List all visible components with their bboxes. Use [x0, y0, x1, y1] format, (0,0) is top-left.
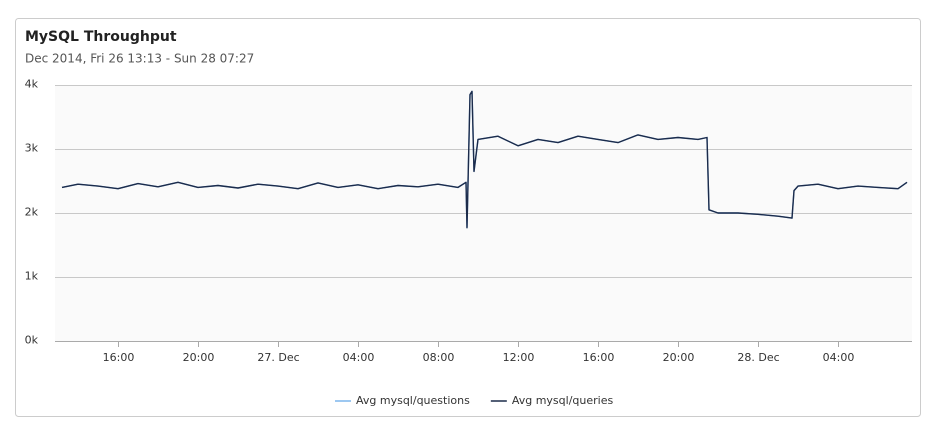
x-tick-label: 04:00 — [823, 351, 855, 364]
x-tick-label: 08:00 — [423, 351, 455, 364]
x-tick-label: 28. Dec — [737, 351, 779, 364]
series-line — [61, 90, 908, 229]
y-tick-label: 2k — [25, 206, 39, 219]
chart-title: MySQL Throughput — [25, 29, 177, 45]
x-tick-label: 04:00 — [343, 351, 375, 364]
legend-label: Avg mysql/queries — [512, 394, 614, 407]
legend-label: Avg mysql/questions — [356, 394, 470, 407]
x-tick-label: 12:00 — [503, 351, 535, 364]
x-tick-label: 16:00 — [583, 351, 615, 364]
y-tick-label: 1k — [25, 270, 39, 283]
y-tick-label: 4k — [25, 78, 39, 91]
x-tick-label: 16:00 — [103, 351, 135, 364]
y-tick-label: 0k — [25, 334, 39, 347]
x-tick-label: 20:00 — [183, 351, 215, 364]
x-tick-label: 27. Dec — [257, 351, 299, 364]
x-tick-label: 20:00 — [663, 351, 695, 364]
chart-subtitle: Dec 2014, Fri 26 13:13 - Sun 28 07:27 — [25, 52, 254, 66]
y-tick-label: 3k — [25, 142, 39, 155]
